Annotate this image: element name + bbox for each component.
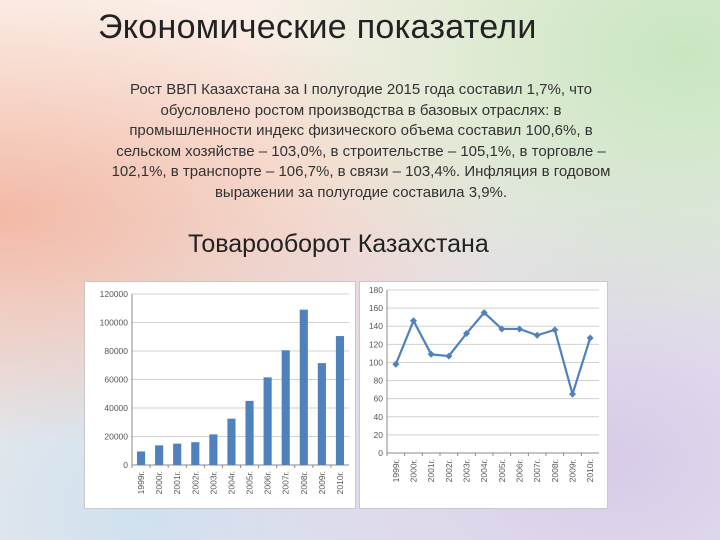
data-point (410, 317, 417, 325)
x-tick-label: 2003г. (462, 459, 472, 482)
y-tick-label: 140 (369, 321, 383, 331)
bar (173, 443, 182, 465)
data-point (586, 334, 594, 342)
chart-subtitle: Товарооборот Казахстана (188, 230, 489, 258)
y-tick-label: 180 (369, 285, 383, 295)
x-tick-label: 2001г. (426, 459, 436, 482)
y-tick-label: 120 (369, 339, 383, 349)
x-tick-label: 2000г. (409, 459, 419, 482)
line-chart-panel: 0 20 40 60 80 100 120 140 160 180 1999г. 2000г. 2001… (359, 281, 608, 509)
data-point (533, 331, 541, 339)
x-tick-label: 2000г. (154, 471, 164, 494)
bar (245, 400, 254, 465)
slide-title: Экономические показатели (98, 8, 537, 46)
bar (136, 451, 146, 465)
data-point (392, 360, 400, 368)
y-tick-label: 60 (374, 394, 384, 404)
y-tick-label: 20 (374, 430, 384, 440)
slide-body-text: Рост ВВП Казахстана за I полугодие 2015 … (111, 81, 611, 201)
x-tick-label: 2007г. (281, 471, 291, 494)
y-tick-label: 20000 (104, 432, 128, 442)
y-tick-label: 80 (374, 376, 384, 386)
bar (155, 445, 164, 465)
x-tick-label: 2007г. (532, 459, 542, 482)
y-tick-label: 0 (123, 460, 128, 470)
data-point (569, 390, 576, 398)
x-tick-label: 2002г. (190, 471, 200, 494)
data-point (551, 326, 559, 334)
bar (227, 418, 236, 465)
y-tick-label: 80000 (104, 346, 128, 356)
x-tick-label: 2009г. (568, 459, 578, 482)
x-tick-label: 2009г. (317, 471, 327, 494)
x-tick-label: 1999г. (391, 459, 401, 482)
y-tick-label: 40 (374, 412, 384, 422)
bar-chart: 0 20000 40000 60000 80000 100000 120000 1999г. 2… (100, 289, 349, 494)
data-point (463, 329, 470, 337)
y-tick-label: 100000 (100, 318, 129, 328)
bar (263, 377, 272, 465)
data-point (516, 325, 523, 333)
data-point (427, 350, 435, 358)
y-tick-label: 100 (369, 357, 383, 367)
series-line (394, 311, 592, 399)
x-tick-label: 2010г. (335, 471, 345, 494)
bar (281, 350, 290, 465)
y-tick-label: 160 (369, 303, 383, 313)
bar (209, 434, 218, 465)
bar (191, 442, 200, 465)
y-tick-label: 0 (378, 448, 383, 458)
x-tick-label: 1999г. (136, 471, 146, 494)
x-tick-label: 2003г. (208, 471, 218, 494)
data-point (498, 325, 506, 333)
y-tick-label: 60000 (104, 375, 128, 385)
line-chart: 0 20 40 60 80 100 120 140 160 180 1999г. 2000г. 2001… (369, 285, 599, 482)
data-point (445, 352, 453, 360)
x-tick-label: 2008г. (550, 459, 560, 482)
bar (335, 336, 345, 465)
x-tick-label: 2004г. (226, 471, 236, 494)
x-tick-label: 2010г. (585, 459, 595, 482)
y-tick-label: 40000 (104, 403, 128, 413)
x-tick-label: 2002г. (444, 459, 454, 482)
x-tick-label: 2005г. (245, 471, 255, 494)
bar (317, 363, 326, 465)
x-tick-label: 2001г. (172, 471, 182, 494)
x-tick-label: 2004г. (479, 459, 489, 482)
x-tick-label: 2006г. (515, 459, 525, 482)
x-tick-label: 2005г. (497, 459, 507, 482)
bar (299, 309, 308, 465)
x-tick-label: 2006г. (263, 471, 273, 494)
bar-chart-panel: 0 20000 40000 60000 80000 100000 120000 1999г. 2… (84, 281, 356, 509)
y-tick-label: 120000 (100, 289, 129, 299)
x-tick-label: 2008г. (299, 471, 309, 494)
data-point (480, 309, 488, 317)
